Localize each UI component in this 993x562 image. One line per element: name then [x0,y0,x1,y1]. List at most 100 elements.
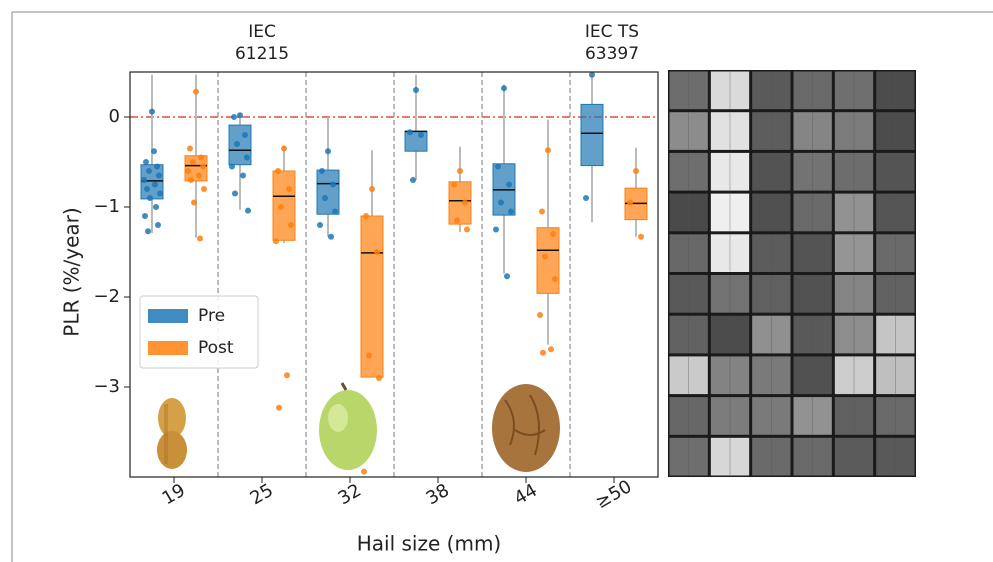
point [157,190,163,197]
point [153,204,159,210]
x-tick-label: 32 [335,480,365,510]
point [151,148,157,155]
point [545,147,551,154]
point [374,249,380,255]
point [457,168,463,174]
point [154,163,160,170]
point [506,181,512,188]
point [319,168,325,174]
point [240,172,246,179]
legend-label: Pre [198,306,225,326]
point [197,235,203,242]
legend-swatch [148,341,188,355]
point [583,195,589,201]
point [191,199,197,206]
point [187,145,193,152]
point [328,233,334,240]
point [147,195,153,201]
point [589,71,595,78]
point [627,199,633,206]
point [508,208,514,215]
el-background [668,70,916,477]
point [633,168,639,174]
box [272,170,296,241]
y-tick-label: −3 [93,376,120,397]
point [504,273,510,280]
annotation: IEC [248,22,276,42]
x-axis-label: Hail size (mm) [357,532,501,556]
point [495,163,501,170]
x-tick-label: 25 [247,480,277,510]
point [149,108,155,115]
y-tick-label: −1 [93,196,120,217]
point [146,168,152,174]
point [540,349,546,356]
point [245,207,251,214]
peanut-image [157,398,187,469]
point [550,231,556,237]
legend-label: Post [198,338,234,358]
point [188,177,194,183]
point [143,159,149,165]
point [237,112,243,119]
annotation: 63397 [585,44,639,64]
point [278,204,284,210]
grape-image [319,382,377,470]
point [410,177,416,183]
x-tick-label: 44 [511,480,541,510]
point [418,132,424,138]
annotation: IEC TS [585,22,639,42]
point [156,172,162,179]
point [244,154,250,161]
point [493,226,499,233]
point [200,163,206,170]
point [232,190,238,197]
point [193,88,199,95]
point [361,468,367,475]
point [198,154,204,161]
x-tick-label: ≥50 [592,476,635,513]
point [155,222,161,228]
point [286,186,292,192]
point [288,222,294,228]
point [144,186,150,192]
point [190,159,196,165]
point [539,208,545,215]
plot-frame [129,71,659,478]
point [273,238,279,245]
point [231,114,237,120]
point [366,352,372,359]
point [276,404,282,411]
point [407,129,413,136]
point [141,177,147,183]
point [142,213,148,219]
point [275,168,281,174]
point [201,186,207,192]
point [537,312,543,318]
point [462,199,468,206]
point [454,217,460,224]
y-tick-label: 0 [109,106,120,127]
point [638,233,644,240]
point [185,168,191,174]
point [330,181,336,188]
point [196,172,202,179]
point [317,222,323,228]
point [229,163,235,170]
point [548,346,554,353]
point [369,186,375,192]
y-tick-label: −2 [93,286,120,307]
point [363,213,369,219]
box [580,103,604,167]
x-tick-label: 19 [159,480,189,510]
y-axis-label: PLR (%/year) [60,207,84,336]
point [284,372,290,379]
point [242,132,248,138]
point [322,195,328,201]
point [281,145,287,152]
point [152,181,158,188]
point [376,375,382,381]
point [464,226,470,233]
point [552,276,558,282]
